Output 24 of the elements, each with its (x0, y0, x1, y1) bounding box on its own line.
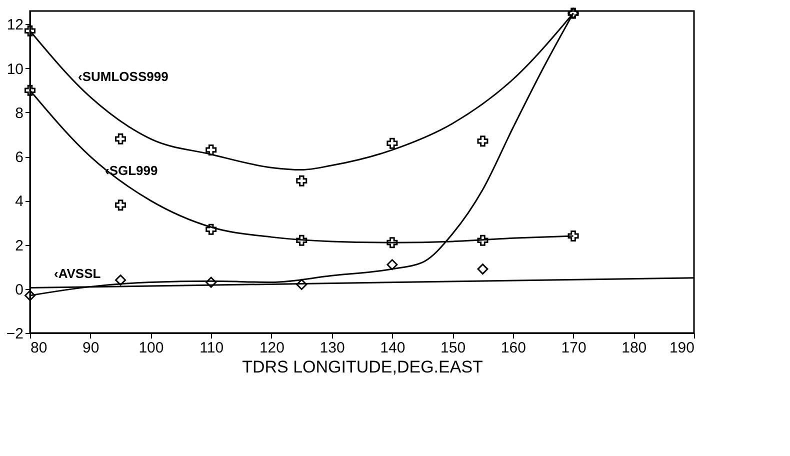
x-tick-label: 110 (200, 340, 224, 356)
y-tick-label: 8 (15, 104, 24, 122)
x-tick-label: 160 (500, 340, 526, 356)
x-tick-label: 100 (138, 340, 164, 356)
y-tick-label: −2 (6, 326, 24, 342)
x-tick-label: 130 (320, 340, 345, 356)
x-axis-title: TDRS LONGITUDE,DEG.EAST (242, 358, 483, 376)
y-tick-label: 0 (15, 281, 24, 298)
y-tick-label: 2 (15, 237, 24, 254)
x-tick-label: 120 (259, 340, 284, 356)
y-tick-label: 10 (6, 60, 24, 78)
x-tick-label: 190 (669, 340, 694, 356)
y-tick-label: 6 (15, 149, 24, 166)
annotation: ‹SGL999 (105, 163, 158, 178)
annotation: ‹SUMLOSS999 (78, 69, 168, 84)
x-tick-label: 180 (622, 340, 647, 356)
x-tick-label: 150 (440, 340, 466, 356)
x-tick-label: 140 (380, 340, 406, 356)
y-tick-label: 12 (6, 16, 24, 34)
annotation: ‹AVSSL (54, 266, 101, 281)
x-tick-label: 80 (30, 340, 48, 356)
x-tick-label: 90 (82, 340, 100, 356)
y-tick-label: 4 (15, 193, 24, 210)
x-tick-label: 170 (561, 340, 586, 356)
